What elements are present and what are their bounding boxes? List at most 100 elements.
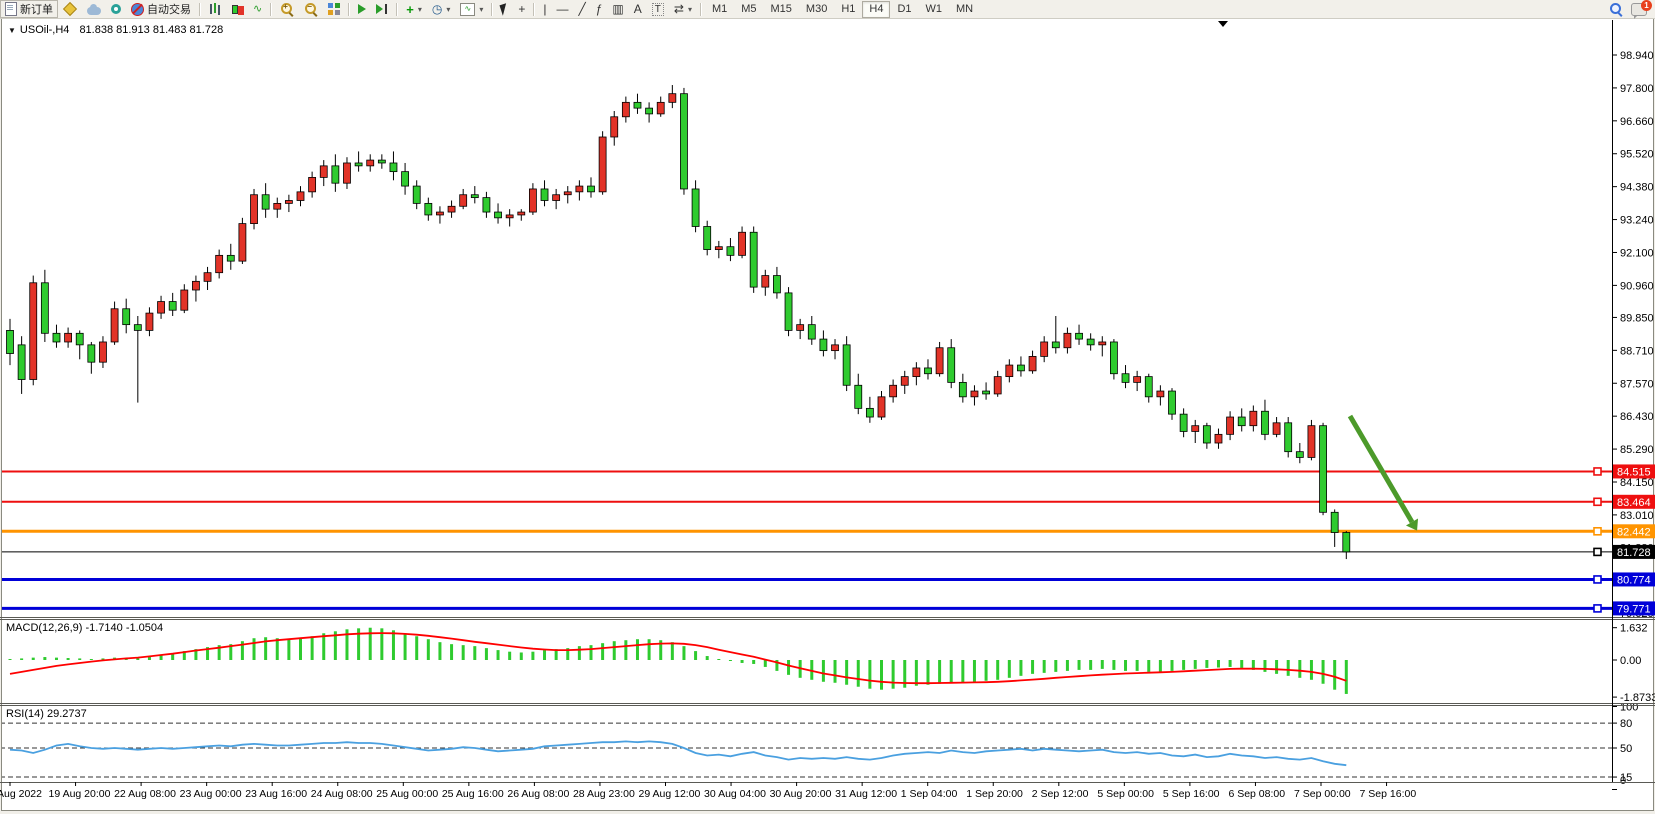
- chart-symbol-period: USOil-,H4: [19, 24, 70, 36]
- price-line-handle[interactable]: [1593, 467, 1602, 476]
- toolbar-separator: [270, 2, 273, 16]
- horizontal-line-button[interactable]: —: [551, 0, 573, 18]
- price-line-badge: [1613, 601, 1655, 616]
- time-tick-label: 23 Aug 00:00: [180, 788, 242, 800]
- candle-body: [1237, 416, 1246, 427]
- candle-body: [1179, 413, 1188, 432]
- candle-body: [87, 344, 96, 363]
- zoom-in-icon: +: [280, 2, 294, 16]
- price-line-badge: [1613, 572, 1655, 587]
- timeframe-d1-button[interactable]: D1: [897, 2, 912, 15]
- cloud-button[interactable]: [82, 0, 106, 18]
- price-line-handle[interactable]: [1593, 526, 1602, 536]
- candle-body: [1040, 341, 1049, 357]
- price-line-handle[interactable]: [1593, 497, 1602, 507]
- candle-body: [354, 162, 363, 167]
- shapes-button[interactable]: ⇄ ▾: [669, 0, 697, 18]
- templates-button[interactable]: ∿ ▾: [455, 0, 488, 18]
- price-line-handle[interactable]: [1593, 604, 1602, 613]
- timeframe-h4-button[interactable]: H4: [862, 0, 891, 18]
- rsi-pane[interactable]: [0, 722, 1612, 778]
- candle-body: [807, 324, 816, 340]
- trendline-button[interactable]: ╱: [573, 0, 590, 18]
- time-tick-label: 29 Aug 12:00: [639, 788, 701, 800]
- candle-body: [773, 275, 781, 294]
- timeframe-h1-button[interactable]: H1: [841, 2, 856, 15]
- timeframe-mn-button[interactable]: MN: [956, 2, 974, 15]
- zoom-out-button[interactable]: −: [299, 0, 323, 18]
- fibonacci-button[interactable]: ƒ: [591, 0, 608, 18]
- trendline-icon: ╱: [578, 2, 586, 16]
- chevron-down-icon: ▾: [479, 4, 484, 14]
- price-tick-label: 89.850: [1620, 312, 1654, 324]
- bar-chart-button[interactable]: [204, 0, 226, 18]
- candle-body: [284, 200, 293, 204]
- signals-button[interactable]: [106, 0, 126, 18]
- auto-scroll-button[interactable]: [353, 0, 371, 18]
- candle-body: [854, 384, 863, 409]
- rsi-line: [9, 740, 1347, 767]
- timeframe-m5-button[interactable]: M5: [741, 2, 757, 15]
- indicators-button[interactable]: + ▾: [401, 0, 427, 18]
- collapse-panel-icon[interactable]: ▼: [8, 26, 16, 35]
- timeframe-bar: M1 M5 M15 M30 H1 H4 D1 W1 MN: [705, 0, 980, 18]
- cursor-button[interactable]: [496, 0, 513, 18]
- candle-body: [993, 376, 1002, 395]
- candle-body: [343, 162, 351, 184]
- notifications-icon[interactable]: 1: [1631, 0, 1652, 19]
- price-line-handle[interactable]: [1593, 575, 1602, 584]
- candle-body: [226, 254, 235, 262]
- candle-body: [517, 211, 526, 216]
- macd-pane[interactable]: [8, 627, 1348, 694]
- trend-arrow-head[interactable]: [1405, 518, 1419, 531]
- channel-button[interactable]: ▥: [607, 0, 628, 18]
- line-chart-button[interactable]: ∿: [248, 0, 267, 18]
- chart-shift-marker[interactable]: [1218, 21, 1228, 27]
- timeframe-m15-button[interactable]: M15: [770, 2, 792, 15]
- macd-indicator-label: MACD(12,26,9) -1.7140 -1.0504: [6, 622, 164, 634]
- main-chart-pane[interactable]: [0, 414, 1612, 613]
- candle-body: [935, 347, 944, 375]
- candle-body: [145, 312, 154, 331]
- periods-button[interactable]: ◷ ▾: [427, 0, 456, 18]
- crosshair-button[interactable]: +: [513, 0, 530, 18]
- text-button[interactable]: A: [629, 0, 647, 18]
- zoom-in-button[interactable]: +: [275, 0, 299, 18]
- candlestick-icon: [231, 3, 243, 15]
- candle-body: [1028, 356, 1037, 372]
- new-order-button[interactable]: 新订单: [0, 0, 58, 18]
- candle-body: [668, 93, 677, 103]
- candle-body: [924, 367, 932, 375]
- candle-body: [633, 101, 642, 109]
- candle-body: [308, 177, 317, 193]
- candlestick-chart-button[interactable]: [226, 0, 248, 18]
- timeframe-m1-button[interactable]: M1: [711, 2, 728, 15]
- auto-trading-button[interactable]: 自动交易: [126, 0, 196, 18]
- price-line-badge-label: 80.774: [1617, 574, 1651, 586]
- chart-shift-button[interactable]: [371, 0, 393, 18]
- candle-body: [75, 332, 84, 346]
- candle-body: [714, 246, 723, 250]
- candle-body: [958, 381, 967, 398]
- timeframe-w1-button[interactable]: W1: [925, 2, 943, 15]
- candle-body: [412, 185, 421, 204]
- toolbar-separator: [348, 2, 351, 16]
- candle-body: [180, 289, 189, 311]
- tile-windows-button[interactable]: [323, 0, 345, 18]
- price-line-handle[interactable]: [1593, 547, 1602, 557]
- text-label-button[interactable]: T: [647, 0, 669, 18]
- candle-body: [1075, 332, 1083, 340]
- candle-body: [52, 332, 61, 343]
- vertical-line-icon: |: [543, 2, 547, 16]
- time-tick-label: 24 Aug 08:00: [311, 788, 373, 800]
- market-button[interactable]: [58, 0, 82, 18]
- trend-arrow-line[interactable]: [1347, 414, 1415, 524]
- timeframe-m30-button[interactable]: M30: [805, 2, 828, 15]
- vertical-line-button[interactable]: |: [538, 0, 551, 18]
- zoom-out-icon: −: [304, 2, 318, 16]
- search-icon[interactable]: [1609, 2, 1623, 16]
- macd-tick-label: -1.8733: [1620, 692, 1655, 704]
